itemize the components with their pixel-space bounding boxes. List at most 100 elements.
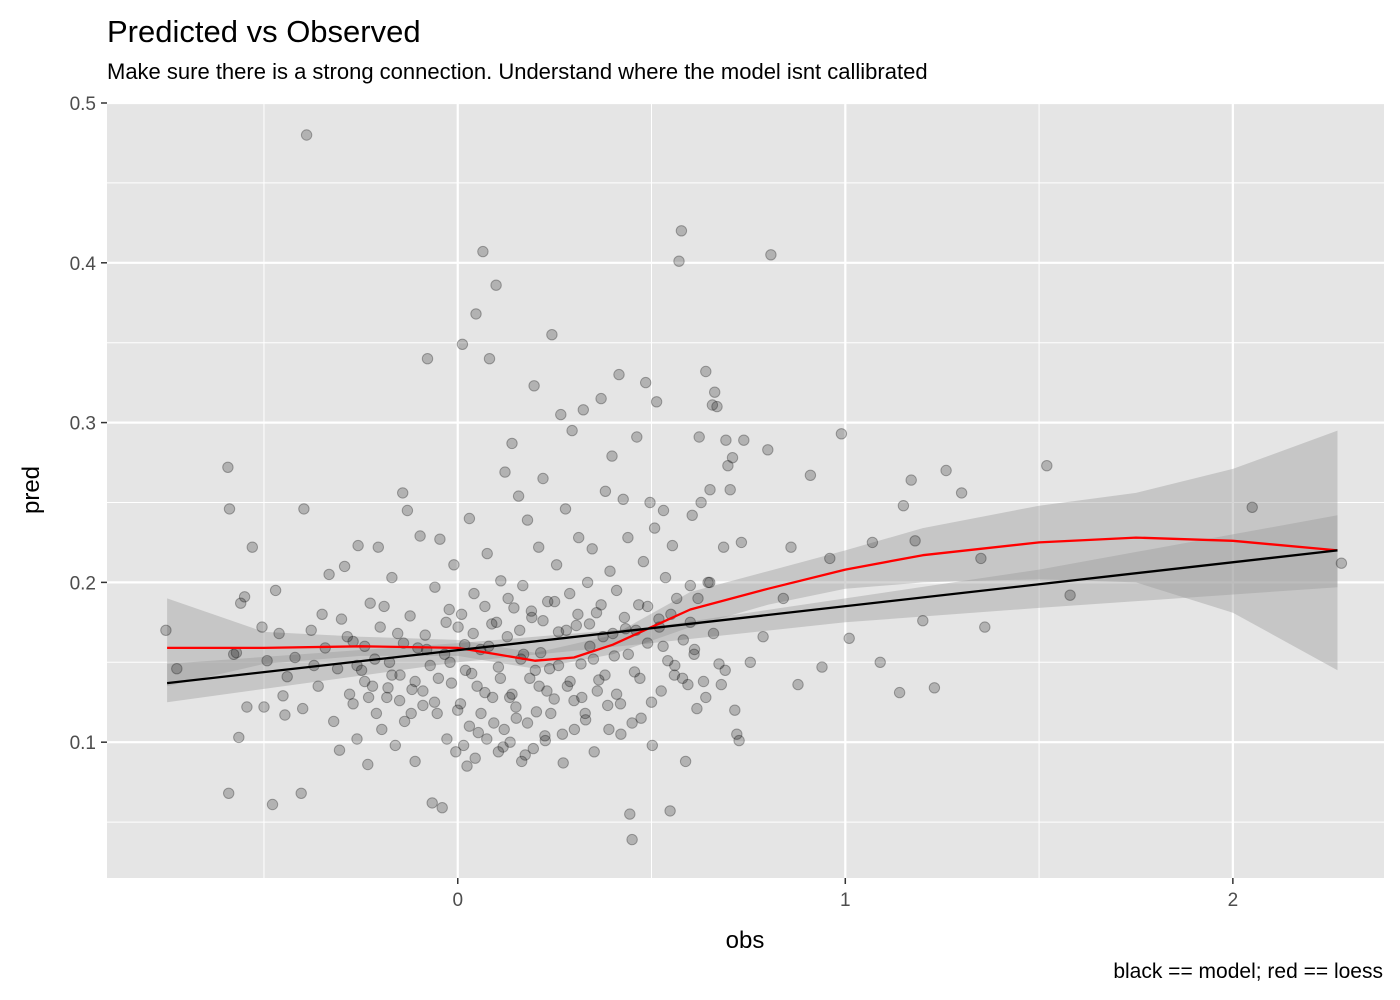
scatter-point: [692, 592, 704, 605]
scatter-point: [352, 539, 364, 552]
scatter-point: [603, 723, 615, 736]
scatter-point: [235, 597, 247, 609]
scatter-point: [715, 678, 727, 691]
scatter-point: [717, 541, 730, 553]
scatter-point: [295, 787, 307, 799]
scatter-point: [608, 650, 620, 662]
scatter-point: [223, 787, 235, 799]
scatter-point: [469, 752, 481, 764]
scatter-point: [552, 626, 565, 638]
scatter-point: [428, 696, 441, 708]
scatter-point: [979, 621, 991, 633]
scatter-point: [488, 717, 500, 729]
scatter-point: [429, 581, 441, 593]
scatter-point: [347, 698, 359, 710]
scatter-point: [378, 600, 390, 613]
scatter-point: [893, 686, 906, 699]
scatter-point: [546, 329, 558, 341]
scatter-point: [575, 658, 587, 670]
scatter-point: [668, 669, 681, 681]
scatter-point: [657, 640, 669, 652]
scatter-point: [273, 627, 285, 640]
scatter-point: [1246, 501, 1258, 513]
scatter-point: [644, 496, 656, 509]
chart-title: Predicted vs Observed: [107, 14, 421, 49]
scatter-point: [409, 675, 421, 688]
scatter-point: [686, 509, 698, 521]
scatter-point: [975, 552, 987, 565]
fit-lines: [166, 536, 1338, 685]
scatter-point: [479, 600, 491, 613]
scatter-point: [564, 587, 576, 600]
scatter-point: [572, 608, 584, 620]
scatter-point: [508, 602, 520, 614]
scatter-point: [928, 682, 941, 694]
scatter-point: [785, 541, 797, 553]
scatter-point: [618, 611, 631, 624]
scatter-point: [595, 392, 607, 405]
scatter-point: [238, 591, 251, 603]
scatter-point: [588, 746, 600, 758]
scatter-point: [539, 730, 551, 742]
scatter-point: [502, 592, 514, 605]
scatter-point: [568, 694, 580, 707]
scatter-point: [628, 666, 641, 678]
scatter-point: [517, 579, 529, 592]
scatter-point: [492, 746, 505, 758]
scatter-point: [495, 575, 507, 587]
scatter-point: [641, 637, 654, 649]
scatter-point: [372, 541, 384, 553]
scatter-point: [279, 709, 291, 721]
scatter-point: [729, 704, 741, 716]
scatter-point: [335, 613, 348, 625]
scatter-point: [700, 691, 712, 704]
scatter-point: [431, 707, 443, 720]
x-axis-title: obs: [726, 927, 765, 954]
scatter-point: [559, 503, 572, 515]
scatter-point: [443, 603, 455, 616]
scatter-point: [392, 627, 404, 640]
scatter-point: [709, 386, 721, 398]
scatter-point: [731, 728, 743, 740]
y-tick-label: 0.1: [70, 733, 96, 754]
scatter-point: [481, 733, 493, 745]
scatter-point: [722, 460, 734, 472]
scatter-point: [222, 461, 234, 473]
scatter-point: [376, 723, 388, 736]
scatter-point: [711, 400, 723, 413]
scatter-point: [341, 631, 353, 643]
scatter-point: [494, 672, 507, 684]
scatter-point: [256, 621, 268, 633]
scatter-point: [664, 805, 676, 817]
scatter-point: [445, 677, 458, 689]
scatter-point: [364, 597, 376, 609]
scatter-point: [561, 680, 574, 692]
x-tick-label: 1: [840, 890, 851, 911]
scatter-point: [614, 698, 627, 710]
scatter-point: [648, 522, 661, 534]
scatter-point: [543, 663, 556, 675]
scatter-point: [744, 656, 756, 668]
scatter-point: [622, 648, 634, 660]
scatter-point: [526, 611, 538, 624]
scatter-point: [471, 680, 483, 692]
scatter-point: [510, 701, 522, 713]
scatter-point: [459, 664, 472, 676]
scatter-point: [233, 731, 245, 744]
scatter-point: [613, 368, 625, 381]
scatter-point: [504, 691, 516, 704]
scatter-point: [673, 255, 685, 267]
scatter-point: [524, 672, 536, 684]
scatter-point: [556, 728, 569, 740]
scatter-point: [501, 631, 513, 643]
scatter-point: [404, 610, 416, 622]
scatter-point: [328, 715, 340, 728]
scatter-point: [599, 669, 611, 681]
scatter-point: [1064, 589, 1076, 601]
scatter-point: [583, 618, 596, 630]
scatter-point: [720, 434, 732, 446]
scatter-point: [417, 685, 429, 697]
scatter-point: [537, 472, 549, 485]
scatter-point: [688, 643, 701, 656]
scatter-point: [707, 627, 720, 640]
